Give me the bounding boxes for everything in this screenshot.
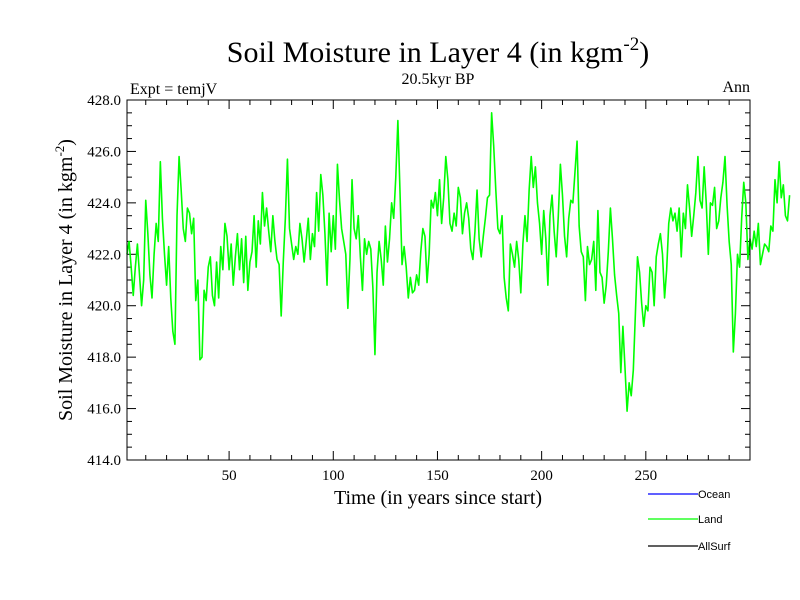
y-tick-label: 414.0 xyxy=(87,453,121,469)
plot-frame xyxy=(126,99,751,461)
y-tick-label: 422.0 xyxy=(87,247,121,263)
y-axis-label: Soil Moisture in Layer 4 (in kgm-2) xyxy=(52,139,77,421)
experiment-label: Expt = temjV xyxy=(130,81,218,98)
axis-ticks xyxy=(127,99,750,461)
x-tick-label: 50 xyxy=(222,468,237,484)
x-axis-label: Time (in years since start) xyxy=(334,487,542,509)
season-label: Ann xyxy=(722,79,750,96)
y-tick-label: 416.0 xyxy=(87,402,121,418)
y-tick-label: 428.0 xyxy=(87,93,121,109)
x-tick-label: 250 xyxy=(635,468,658,484)
y-tick-label: 418.0 xyxy=(87,350,121,366)
chart-title: Soil Moisture in Layer 4 (in kgm-2) xyxy=(227,34,649,69)
series-layer xyxy=(126,112,791,412)
x-tick-label: 200 xyxy=(530,468,553,484)
legend-land-label: Land xyxy=(698,514,722,526)
y-tick-label: 424.0 xyxy=(87,196,121,212)
y-tick-label: 426.0 xyxy=(87,144,121,160)
chart-subtitle: 20.5kyr BP xyxy=(402,71,475,88)
x-tick-label: 100 xyxy=(322,468,345,484)
legend-allsurf-label: AllSurf xyxy=(698,541,731,553)
y-tick-label: 420.0 xyxy=(87,299,121,315)
legend-ocean-label: Ocean xyxy=(698,489,730,501)
x-tick-label: 150 xyxy=(426,468,449,484)
legend: Ocean Land AllSurf xyxy=(648,489,731,553)
series-line-land xyxy=(126,112,791,412)
axis-tick-labels: 50 100 150 200 250 414.0 416.0 418.0 420.0 422.0 4… xyxy=(87,93,657,484)
